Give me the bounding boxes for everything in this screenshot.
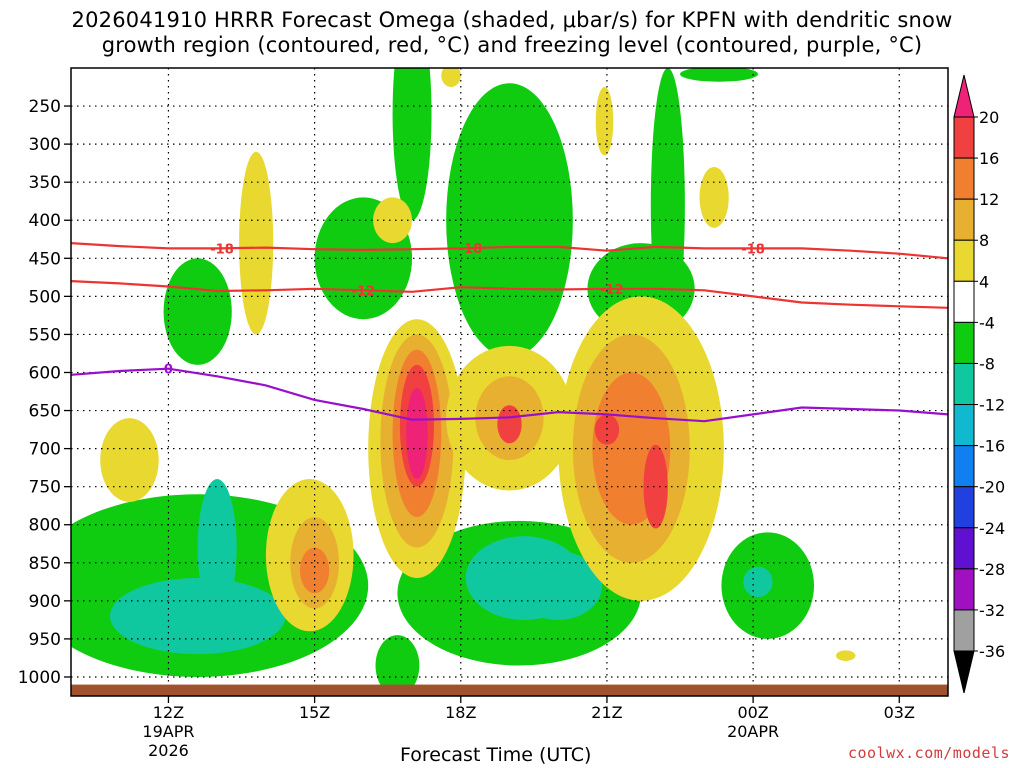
colorbar-box-0 [953, 116, 975, 159]
x-tick-label-03Z: 03Z [884, 703, 915, 722]
isotherm-line-0 [71, 367, 948, 423]
omega-region-9 [197, 479, 237, 617]
colorbar-box-5 [953, 321, 975, 364]
omega-region-35 [699, 166, 729, 228]
omega-region-6 [680, 68, 758, 82]
y-tick-label-600: 600 [29, 363, 61, 383]
x-tick-label-21Z: 21Z [591, 703, 622, 722]
omega-region-28 [594, 414, 620, 445]
omega-region-12 [514, 551, 603, 620]
y-tick-label-850: 850 [29, 554, 61, 574]
colorbar-label--16: -16 [979, 437, 1005, 456]
omega-region-8 [109, 578, 286, 655]
isotherm-lines: -18 -18 -18 -12 -12 0 [71, 242, 948, 423]
colorbar-box-2 [953, 198, 975, 241]
omega-region-31 [299, 547, 330, 594]
isotherm-line--12 [71, 280, 948, 309]
isotherm-label--18: -18 [210, 242, 234, 257]
colorbar-box-11 [953, 568, 975, 611]
ground [71, 684, 948, 696]
colorbar-box-8 [953, 445, 975, 488]
colorbar-label--32: -32 [979, 601, 1005, 620]
omega-region-27 [643, 444, 668, 529]
isotherm-label--18: -18 [741, 242, 765, 257]
y-tick-label-900: 900 [29, 592, 61, 612]
colorbar-label--8: -8 [979, 354, 995, 373]
isotherm-label--12: -12 [600, 283, 624, 298]
y-tick-label-550: 550 [29, 325, 61, 345]
colorbar-label--20: -20 [979, 478, 1005, 497]
omega-region-23 [497, 405, 522, 444]
colorbar: 20 16 12 8 4 -4 -8 -12 -16 -20 -24 -28 -32 -36 [953, 74, 1005, 694]
y-tick-label-800: 800 [29, 516, 61, 536]
omega-shading [71, 68, 856, 696]
y-tick-label-650: 650 [29, 402, 61, 422]
pressure-gridlines [71, 68, 948, 696]
omega-region-33 [239, 151, 274, 335]
chart-title-line-2: growth region (contoured, red, °C) and f… [101, 33, 923, 57]
y-tick-label-400: 400 [29, 211, 61, 231]
colorbar-label-12: 12 [979, 190, 999, 209]
site-credit[interactable]: coolwx.com/models [847, 744, 1010, 762]
colorbar-box-6 [953, 362, 975, 406]
colorbar-label-16: 16 [979, 149, 999, 168]
y-tick-label-450: 450 [29, 249, 61, 269]
x-tick-label-15Z: 15Z [299, 703, 330, 722]
colorbar-label--28: -28 [979, 560, 1005, 579]
colorbar-label--24: -24 [979, 519, 1005, 538]
omega-region-37 [441, 68, 461, 88]
colorbar-box-9 [953, 486, 975, 529]
x-tick-date: 19APR [142, 722, 194, 741]
omega-region-20 [406, 387, 428, 480]
colorbar-bottom-arrow [953, 650, 975, 694]
omega-region-14 [743, 566, 773, 598]
x-tick-label-00Z: 00Z [737, 703, 768, 722]
x-tick-label-18Z: 18Z [445, 703, 476, 722]
colorbar-box-1 [953, 157, 975, 200]
colorbar-label-4: 4 [979, 272, 989, 291]
colorbar-top-arrow [953, 74, 975, 118]
y-tick-label-500: 500 [29, 287, 61, 307]
y-tick-label-950: 950 [29, 630, 61, 650]
omega-region-32 [100, 418, 159, 502]
chart-title-line-1: 2026041910 HRRR Forecast Omega (shaded, … [71, 8, 953, 32]
isotherm-line--18 [71, 242, 948, 260]
omega-region-36 [595, 87, 614, 156]
isotherm-label--18: -18 [459, 242, 483, 257]
y-tick-label-250: 250 [29, 97, 61, 117]
colorbar-box-7 [953, 404, 975, 447]
omega-region-34 [373, 197, 413, 244]
pressure-axis: 250 300 350 400 450 500 550 600 650 700 750 800 850 9… [18, 97, 71, 688]
x-tick-date: 20APR [727, 722, 779, 741]
isotherm-label--12: -12 [352, 284, 376, 299]
omega-region-38 [835, 650, 856, 661]
x-axis-title: Forecast Time (UTC) [400, 744, 592, 766]
y-tick-label-300: 300 [29, 135, 61, 155]
colorbar-box-10 [953, 527, 975, 570]
omega-region-15 [375, 635, 420, 696]
y-tick-label-700: 700 [29, 440, 61, 460]
colorbar-label--36: -36 [979, 642, 1005, 661]
colorbar-box-3 [953, 239, 975, 282]
ground-bar [71, 684, 948, 696]
y-tick-label-750: 750 [29, 478, 61, 498]
colorbar-label-8: 8 [979, 231, 989, 250]
x-tick-label-12Z: 12Z [153, 703, 184, 722]
omega-region-5 [163, 258, 232, 365]
isotherm-label-0: 0 [164, 363, 173, 378]
colorbar-label--12: -12 [979, 396, 1005, 415]
omega-region-1 [392, 68, 432, 221]
y-tick-label-350: 350 [29, 173, 61, 193]
colorbar-label--4: -4 [979, 313, 995, 332]
colorbar-box-4 [953, 280, 975, 323]
colorbar-label-20: 20 [979, 108, 999, 127]
colorbar-box-12 [953, 609, 975, 652]
y-tick-label-1000: 1000 [18, 668, 61, 688]
plot-frame [70, 67, 949, 697]
x-tick-year: 2026 [148, 741, 189, 760]
